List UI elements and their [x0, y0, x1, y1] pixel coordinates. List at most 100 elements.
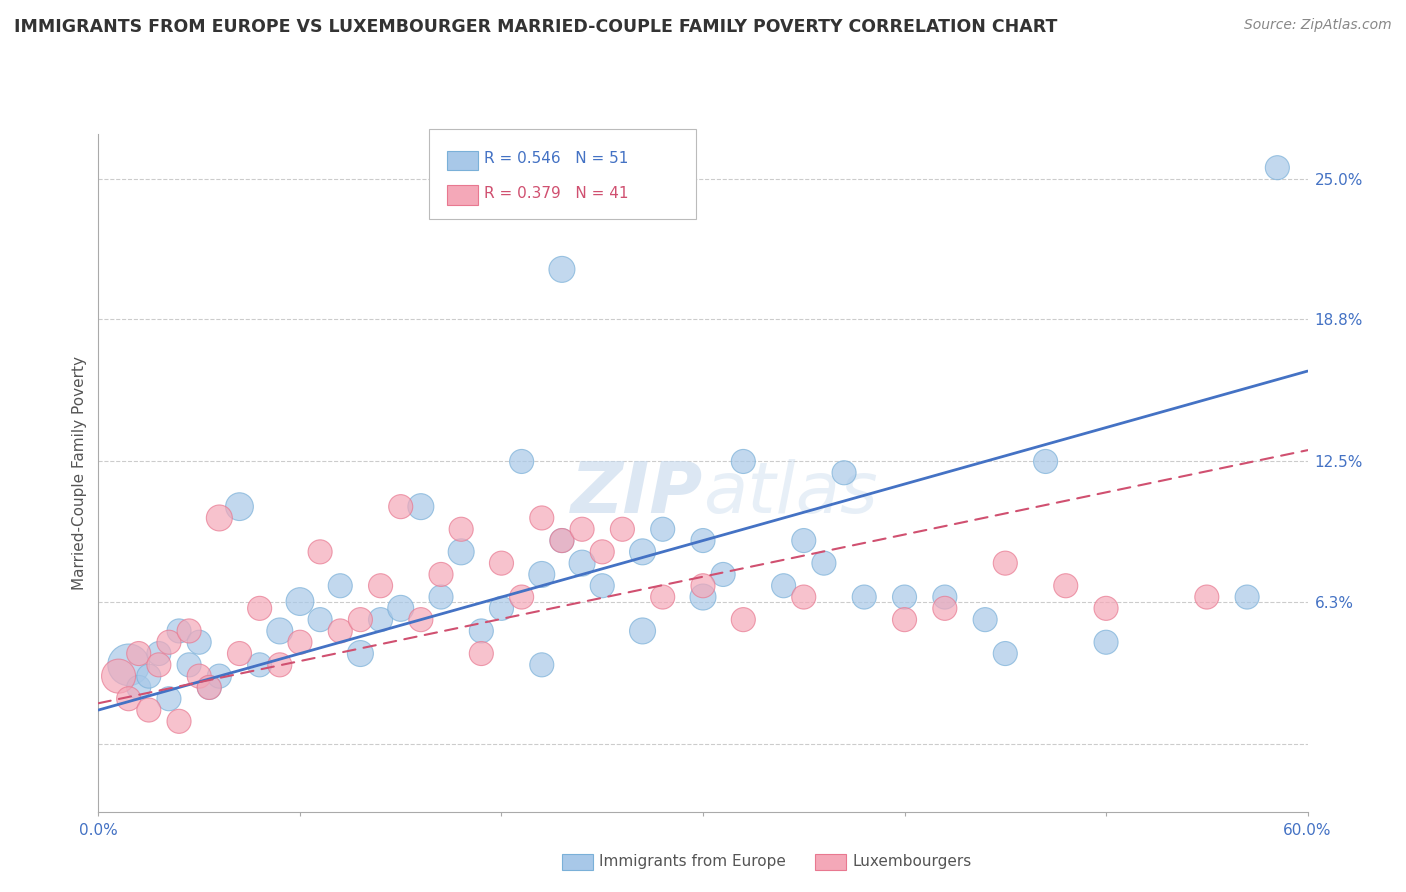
Point	[974, 613, 997, 627]
Point	[329, 624, 352, 638]
Point	[188, 635, 211, 649]
Point	[994, 647, 1017, 661]
Point	[1267, 161, 1289, 175]
Point	[813, 556, 835, 570]
Point	[651, 522, 673, 536]
Point	[269, 624, 291, 638]
Point	[934, 601, 956, 615]
Point	[128, 681, 150, 695]
Point	[288, 594, 311, 608]
Point	[167, 624, 190, 638]
Point	[389, 601, 412, 615]
Point	[612, 522, 634, 536]
Point	[591, 545, 613, 559]
Point	[1095, 635, 1118, 649]
Point	[269, 657, 291, 672]
Point	[288, 635, 311, 649]
Point	[409, 613, 432, 627]
Point	[228, 647, 250, 661]
Point	[551, 533, 574, 548]
Point	[430, 567, 453, 582]
Point	[329, 579, 352, 593]
Text: ZIP: ZIP	[571, 458, 703, 527]
Point	[188, 669, 211, 683]
Point	[853, 590, 876, 604]
Point	[994, 556, 1017, 570]
Point	[571, 556, 593, 570]
Point	[934, 590, 956, 604]
Point	[118, 691, 141, 706]
Point	[128, 647, 150, 661]
Point	[198, 681, 221, 695]
Point	[470, 647, 492, 661]
Point	[571, 522, 593, 536]
Text: R = 0.379   N = 41: R = 0.379 N = 41	[484, 186, 628, 201]
Point	[118, 657, 141, 672]
Point	[249, 657, 271, 672]
Point	[450, 545, 472, 559]
Point	[309, 613, 332, 627]
Y-axis label: Married-Couple Family Poverty: Married-Couple Family Poverty	[72, 356, 87, 590]
Text: R = 0.546   N = 51: R = 0.546 N = 51	[484, 151, 628, 166]
Point	[148, 657, 170, 672]
Point	[208, 511, 231, 525]
Point	[893, 613, 915, 627]
Point	[530, 567, 553, 582]
Point	[1195, 590, 1218, 604]
Point	[510, 454, 533, 468]
Point	[389, 500, 412, 514]
Point	[157, 635, 180, 649]
Point	[793, 533, 815, 548]
Point	[651, 590, 673, 604]
Point	[530, 657, 553, 672]
Point	[208, 669, 231, 683]
Point	[551, 262, 574, 277]
Point	[692, 533, 714, 548]
Point	[491, 601, 513, 615]
Point	[138, 703, 160, 717]
Point	[430, 590, 453, 604]
Point	[179, 657, 201, 672]
Point	[157, 691, 180, 706]
Text: IMMIGRANTS FROM EUROPE VS LUXEMBOURGER MARRIED-COUPLE FAMILY POVERTY CORRELATION: IMMIGRANTS FROM EUROPE VS LUXEMBOURGER M…	[14, 18, 1057, 36]
Point	[551, 533, 574, 548]
Point	[107, 669, 129, 683]
Point	[349, 613, 371, 627]
Point	[228, 500, 250, 514]
Point	[309, 545, 332, 559]
Point	[631, 545, 654, 559]
Point	[591, 579, 613, 593]
Point	[1236, 590, 1258, 604]
Point	[148, 647, 170, 661]
Point	[167, 714, 190, 729]
Point	[198, 681, 221, 695]
Point	[470, 624, 492, 638]
Text: Luxembourgers: Luxembourgers	[852, 855, 972, 869]
Text: Immigrants from Europe: Immigrants from Europe	[599, 855, 786, 869]
Point	[793, 590, 815, 604]
Point	[370, 579, 392, 593]
Point	[692, 590, 714, 604]
Point	[409, 500, 432, 514]
Point	[249, 601, 271, 615]
Text: Source: ZipAtlas.com: Source: ZipAtlas.com	[1244, 18, 1392, 32]
Point	[692, 579, 714, 593]
Point	[510, 590, 533, 604]
Point	[711, 567, 734, 582]
Point	[893, 590, 915, 604]
Point	[733, 613, 755, 627]
Point	[1095, 601, 1118, 615]
Point	[733, 454, 755, 468]
Point	[349, 647, 371, 661]
Text: atlas: atlas	[703, 458, 877, 527]
Point	[1035, 454, 1057, 468]
Point	[772, 579, 794, 593]
Point	[138, 669, 160, 683]
Point	[450, 522, 472, 536]
Point	[631, 624, 654, 638]
Point	[832, 466, 855, 480]
Point	[1054, 579, 1077, 593]
Point	[530, 511, 553, 525]
Point	[370, 613, 392, 627]
Point	[179, 624, 201, 638]
